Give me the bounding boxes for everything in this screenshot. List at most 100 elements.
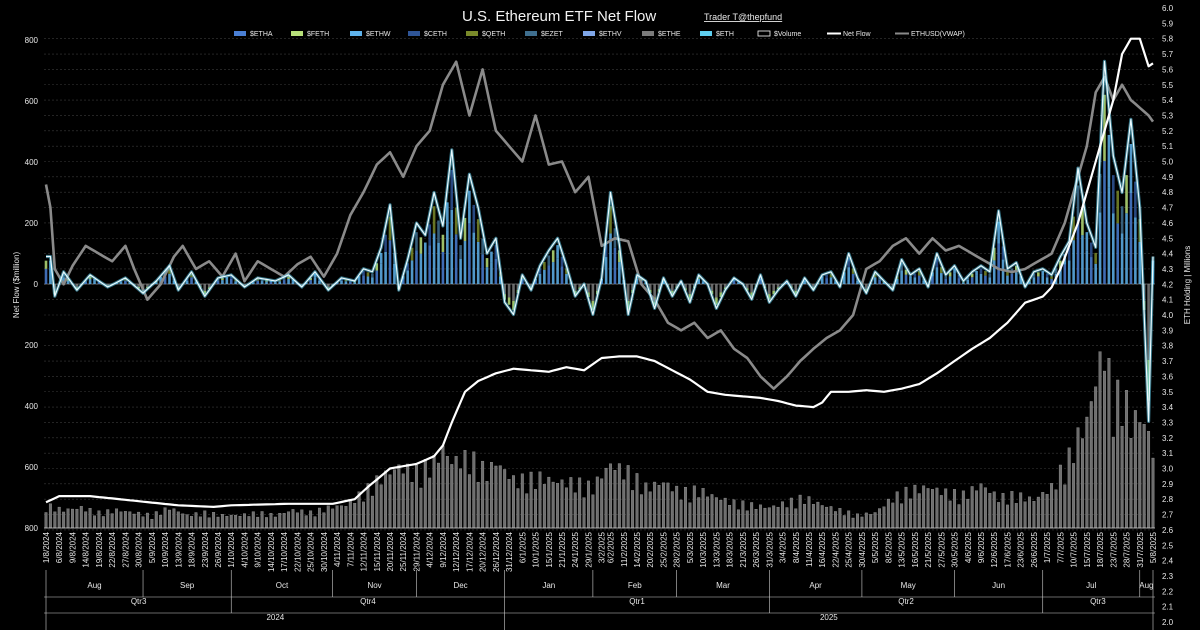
x-date-tick-label: 31/12/2024 — [505, 531, 514, 572]
volume-bar — [838, 508, 842, 529]
etf-bar-segment — [715, 284, 718, 298]
etf-bar-segment — [1072, 240, 1075, 284]
y-right-tick-label: 5.5 — [1162, 81, 1174, 90]
volume-bar — [516, 488, 520, 529]
etf-bar-segment — [556, 258, 559, 284]
volume-bar — [256, 516, 260, 529]
volume-bar — [370, 495, 374, 529]
volume-bar — [1094, 386, 1098, 529]
volume-bar — [450, 464, 454, 529]
etf-bar-segment — [688, 284, 692, 295]
etf-bar-segment — [384, 234, 387, 252]
volume-bar — [534, 489, 537, 529]
volume-bar — [401, 473, 405, 529]
volume-bar — [295, 512, 299, 529]
volume-bar — [900, 503, 904, 529]
etf-bar-segment — [904, 274, 908, 284]
y-right-tick-label: 5.8 — [1162, 35, 1174, 44]
volume-bar — [653, 481, 657, 529]
volume-bar — [776, 506, 780, 529]
etf-bar-segment — [481, 238, 484, 255]
x-date-tick-label: 26/12/2024 — [492, 531, 501, 572]
volume-bar — [975, 490, 979, 529]
etf-bar-segment — [1134, 181, 1137, 218]
month-label: Aug — [1139, 581, 1153, 590]
etf-bar-segment — [1037, 272, 1040, 277]
etf-bar-segment — [1067, 247, 1071, 261]
volume-bar — [811, 504, 815, 529]
volume-bar — [551, 481, 555, 529]
etf-bar-segment — [578, 284, 581, 288]
volume-bar — [287, 511, 291, 529]
x-date-tick-label: 26/3/2025 — [752, 531, 761, 567]
volume-bar — [961, 490, 965, 529]
etf-bar-segment — [772, 290, 776, 295]
etf-bar-segment — [1129, 144, 1133, 194]
etf-bar-segment — [865, 284, 868, 290]
y-right-tick-label: 3.9 — [1162, 326, 1174, 335]
volume-bar — [604, 467, 608, 529]
volume-bar — [931, 489, 934, 529]
volume-bar — [662, 482, 665, 529]
volume-bar — [119, 511, 123, 529]
volume-bar — [860, 516, 864, 529]
etf-bar-segment — [446, 230, 449, 284]
etf-bar-segment — [1085, 232, 1089, 251]
volume-bar — [556, 483, 560, 529]
month-label: Jan — [542, 581, 555, 590]
legend-label: $FETH — [307, 31, 329, 38]
etf-bar-segment — [472, 232, 476, 284]
etf-bar-segment — [829, 277, 833, 284]
volume-bar — [503, 469, 507, 529]
x-date-tick-label: 4/11/2024 — [333, 531, 342, 567]
volume-bar — [238, 515, 242, 529]
volume-bar — [62, 511, 66, 529]
etf-bar-segment — [428, 245, 432, 284]
x-date-tick-label: 12/6/2025 — [990, 531, 999, 567]
volume-bar — [353, 503, 357, 529]
legend-swatch — [642, 31, 654, 36]
volume-bar — [101, 516, 105, 529]
volume-bar — [595, 476, 599, 529]
y-left-tick-label: 200 — [25, 219, 39, 228]
month-label: Feb — [628, 581, 642, 590]
etf-bar-segment — [379, 263, 383, 284]
etf-bar-segment — [962, 282, 965, 284]
x-date-tick-label: 8/4/2025 — [792, 531, 801, 563]
etf-bar-segment — [1089, 257, 1093, 284]
volume-bar — [878, 508, 882, 529]
etf-bar-segment — [507, 284, 511, 298]
volume-bar — [626, 465, 630, 529]
volume-bar — [1058, 464, 1062, 529]
volume-bar — [983, 487, 987, 529]
etf-bar-segment — [97, 282, 101, 284]
volume-bar — [145, 512, 149, 529]
volume-bar — [772, 505, 776, 529]
x-date-tick-label: 7/11/2024 — [346, 531, 355, 567]
legend-swatch — [700, 31, 712, 36]
y-left-tick-label: 400 — [25, 158, 39, 167]
volume-bar — [463, 450, 467, 529]
x-date-tick-label: 17/12/2024 — [465, 531, 474, 572]
volume-bar — [75, 508, 79, 529]
volume-bar — [520, 473, 524, 529]
volume-bar — [379, 484, 383, 529]
etf-bar-segment — [715, 297, 718, 305]
etf-bar-segment — [366, 276, 370, 284]
etf-bar-segment — [913, 273, 917, 278]
etf-bar-segment — [543, 269, 546, 284]
etf-bar-segment — [1076, 219, 1080, 284]
volume-bar — [273, 516, 277, 529]
month-label: Apr — [809, 581, 822, 590]
month-label: Sep — [180, 581, 195, 590]
etf-bar-segment — [106, 284, 110, 286]
etf-bar-segment — [895, 278, 899, 284]
y-right-tick-label: 5.0 — [1162, 158, 1174, 167]
x-date-tick-label: 29/1/2025 — [585, 531, 594, 567]
etf-bar-segment — [93, 280, 96, 284]
etf-bar-segment — [931, 276, 934, 284]
volume-bar — [251, 511, 255, 529]
volume-bar — [666, 482, 670, 529]
volume-bar — [1045, 494, 1049, 529]
